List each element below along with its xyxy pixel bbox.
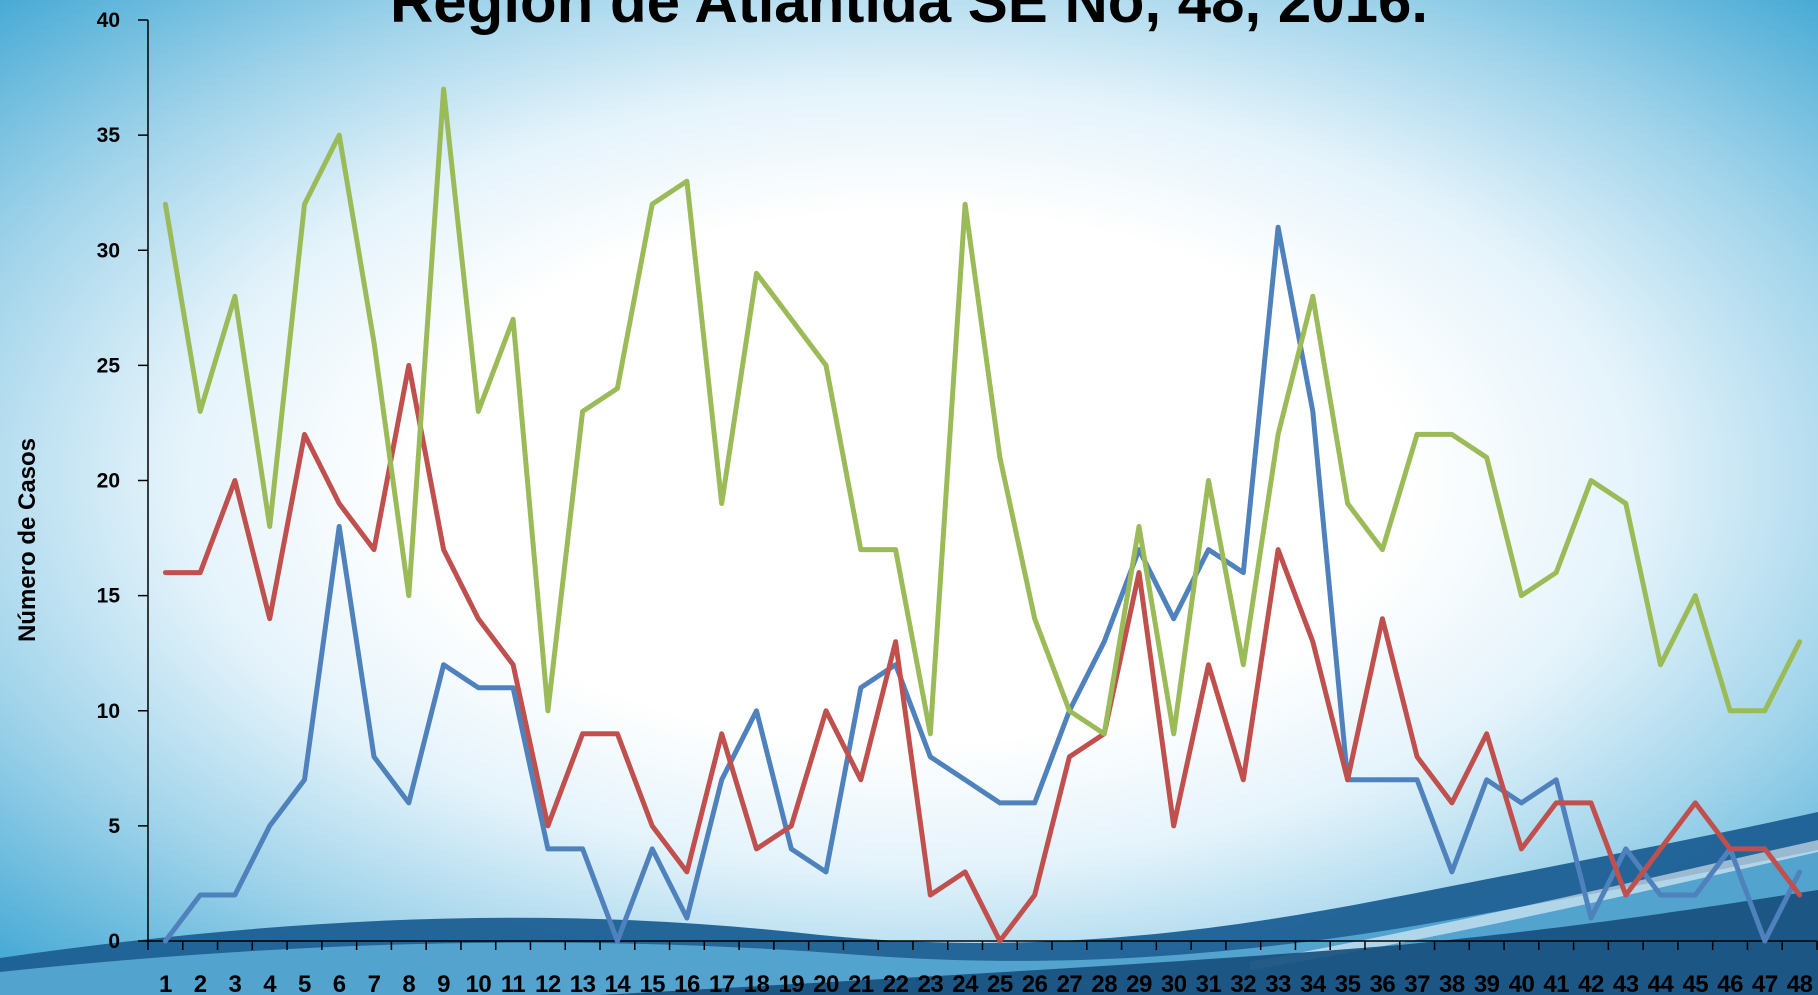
x-tick-label: 28 [1091, 971, 1117, 995]
y-tick-label: 5 [108, 815, 120, 838]
x-tick-label: 19 [778, 971, 804, 995]
series-line-3 [162, 86, 1803, 737]
x-tick-label: 39 [1474, 971, 1500, 995]
x-tick-label: 37 [1404, 971, 1430, 995]
series-lines [162, 86, 1803, 944]
x-tick-label: 23 [917, 971, 943, 995]
x-tick-label: 40 [1509, 971, 1535, 995]
x-tick-label: 18 [744, 971, 770, 995]
x-tick-label: 22 [883, 971, 909, 995]
x-tick-label: 2 [194, 971, 207, 995]
x-tick-label: 48 [1787, 971, 1813, 995]
x-tick-label: 31 [1196, 971, 1222, 995]
x-tick-label: 38 [1439, 971, 1465, 995]
x-tick-label: 43 [1613, 971, 1639, 995]
x-tick-label: 26 [1022, 971, 1048, 995]
x-tick-label: 44 [1648, 971, 1675, 995]
x-tick-label: 29 [1126, 971, 1152, 995]
x-tick-label: 34 [1300, 971, 1327, 995]
x-tick-label: 9 [437, 971, 450, 995]
y-tick-label: 30 [97, 239, 120, 262]
y-axis-title: Número de Casos [14, 438, 41, 642]
x-tick-label: 33 [1265, 971, 1291, 995]
y-tick-label: 0 [108, 930, 120, 953]
x-tick-label: 21 [848, 971, 874, 995]
x-tick-label: 41 [1543, 971, 1569, 995]
x-tick-label: 27 [1057, 971, 1083, 995]
y-tick-label: 35 [97, 124, 121, 147]
x-tick-label: 42 [1578, 971, 1604, 995]
x-tick-label: 5 [298, 971, 311, 995]
x-tick-label: 17 [709, 971, 735, 995]
x-tick-label: 24 [952, 971, 979, 995]
x-tick-label: 47 [1752, 971, 1778, 995]
series-line-2 [162, 362, 1803, 944]
x-tick-label: 46 [1717, 971, 1743, 995]
x-tick-label: 36 [1370, 971, 1396, 995]
x-tick-label: 10 [465, 971, 491, 995]
x-tick-label: 11 [501, 971, 526, 995]
x-tick-label: 35 [1335, 971, 1361, 995]
y-tick-label: 20 [97, 470, 120, 493]
x-tick-label: 30 [1161, 971, 1187, 995]
x-tick-label: 25 [987, 971, 1013, 995]
x-tick-label: 15 [639, 971, 665, 995]
x-tick-label: 8 [402, 971, 415, 995]
x-tick-label: 7 [368, 971, 381, 995]
series-line-1 [162, 224, 1803, 944]
x-tick-label: 4 [263, 971, 277, 995]
x-tick-label: 13 [570, 971, 596, 995]
x-tick-label: 3 [228, 971, 241, 995]
x-tick-label: 1 [159, 971, 172, 995]
y-tick-label: 40 [97, 9, 120, 32]
y-tick-label: 25 [97, 354, 121, 377]
x-tick-label: 32 [1230, 971, 1256, 995]
x-tick-label: 45 [1682, 971, 1708, 995]
x-tick-label: 6 [333, 971, 346, 995]
x-tick-label: 14 [605, 971, 632, 995]
chart-title: Región de Atlántida SE No, 48, 2016. [390, 0, 1428, 35]
x-tick-label: 16 [674, 971, 700, 995]
y-tick-label: 15 [97, 585, 121, 608]
x-tick-label: 20 [813, 971, 839, 995]
x-tick-label: 12 [535, 971, 561, 995]
y-tick-label: 10 [97, 700, 120, 723]
